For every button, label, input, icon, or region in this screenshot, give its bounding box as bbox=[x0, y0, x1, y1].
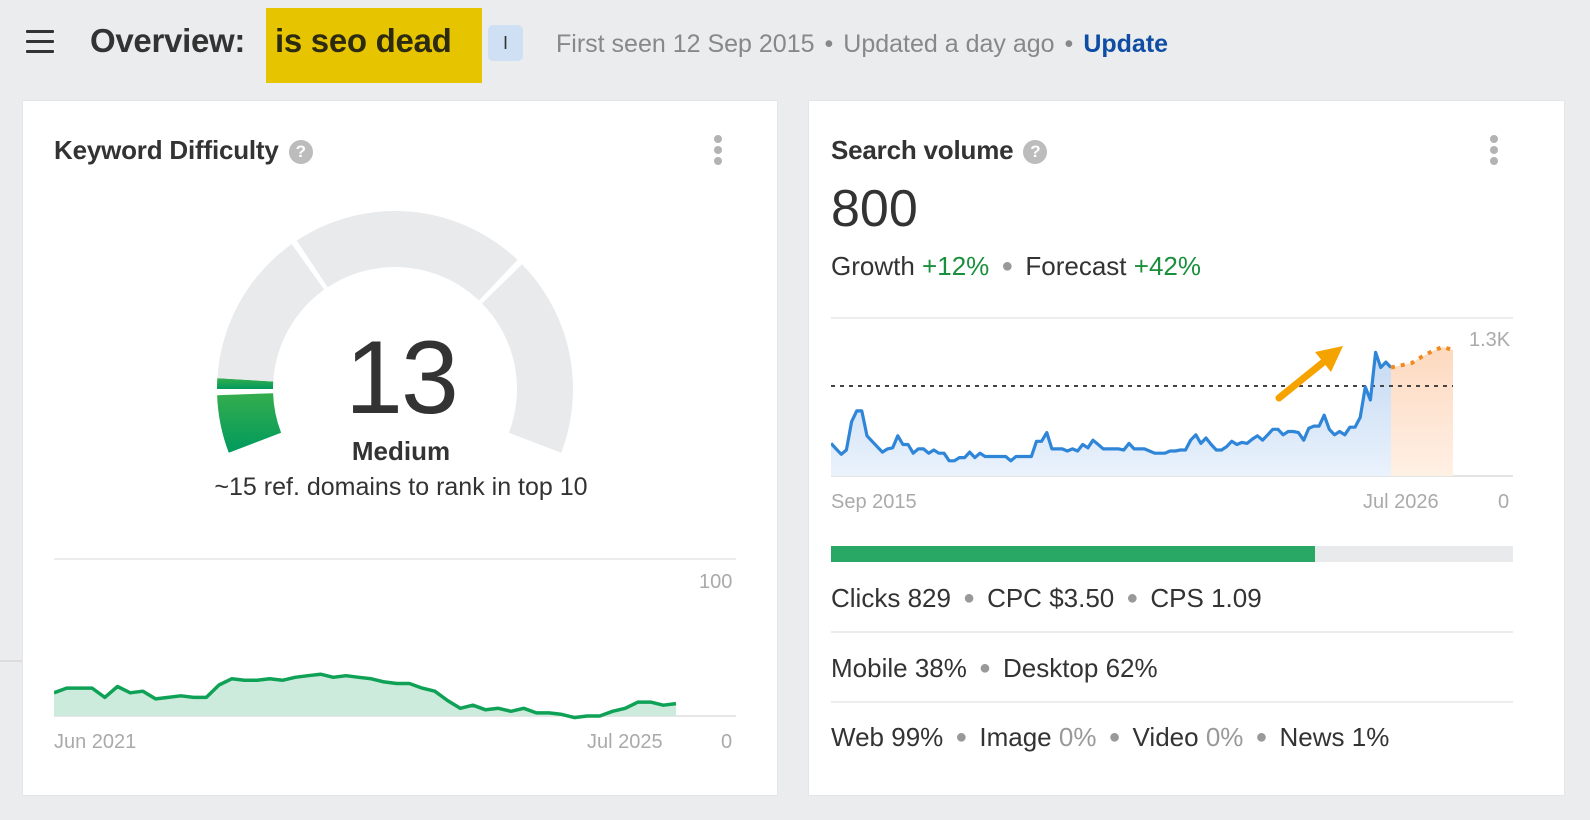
help-icon[interactable]: ? bbox=[288, 140, 313, 164]
y-axis-max: 1.3K bbox=[1469, 329, 1511, 351]
difficulty-gauge bbox=[217, 211, 573, 453]
clicks-value: 829 bbox=[907, 583, 951, 613]
growth-forecast-row: Growth +12% ● Forecast +42% bbox=[831, 251, 1201, 281]
page-title: Overview: bbox=[90, 22, 246, 59]
cpc-value: $3.50 bbox=[1049, 583, 1115, 613]
separator-dot: • bbox=[1064, 30, 1074, 58]
more-options-icon[interactable] bbox=[1487, 135, 1501, 169]
mobile-value: 38% bbox=[914, 653, 967, 683]
trend-arrow-icon bbox=[1275, 346, 1343, 402]
keyword-text: is seo dead bbox=[275, 22, 452, 59]
search-volume-value: 800 bbox=[831, 180, 918, 238]
help-icon[interactable]: ? bbox=[1023, 140, 1048, 164]
clicks-bar-fill bbox=[831, 546, 1316, 562]
keyword-highlight bbox=[266, 8, 482, 83]
update-link[interactable]: Update bbox=[1083, 30, 1169, 58]
desktop-value: 62% bbox=[1105, 653, 1158, 683]
video-value: 0% bbox=[1205, 722, 1244, 752]
difficulty-score: 13 bbox=[345, 320, 459, 436]
y-axis-min: 0 bbox=[721, 731, 733, 753]
x-axis-end: Jul 2025 bbox=[587, 731, 663, 753]
card-title: Keyword Difficulty? bbox=[54, 135, 313, 166]
y-axis-min: 0 bbox=[1498, 491, 1510, 513]
image-value: 0% bbox=[1058, 722, 1097, 752]
serp-type-row: Web 99% ● Image 0% ● Video 0% ● News 1% bbox=[831, 722, 1390, 752]
divider bbox=[831, 631, 1513, 633]
forecast-value: +42% bbox=[1133, 251, 1201, 281]
search-volume-card: Search volume? 800 Growth +12% ● Forecast … bbox=[808, 100, 1565, 796]
divider bbox=[0, 660, 22, 662]
search-volume-chart[interactable] bbox=[831, 316, 1513, 478]
divider bbox=[54, 558, 736, 560]
card-title: Search volume? bbox=[831, 135, 1048, 166]
page-header: Overview: is seo dead I First seen 12 Se… bbox=[0, 0, 1590, 95]
x-axis-start: Jun 2021 bbox=[54, 731, 137, 753]
difficulty-label: Medium bbox=[351, 436, 451, 466]
separator-dot: • bbox=[824, 30, 834, 58]
y-axis-max: 100 bbox=[699, 571, 733, 593]
x-axis-start: Sep 2015 bbox=[831, 491, 917, 513]
updated-text: Updated a day ago bbox=[843, 30, 1055, 58]
news-value: 1% bbox=[1351, 722, 1390, 752]
clicks-cpc-row: Clicks 829 ● CPC $3.50 ● CPS 1.09 bbox=[831, 583, 1262, 613]
ref-domains-text: ~15 ref. domains to rank in top 10 bbox=[214, 473, 588, 501]
keyword-difficulty-card: Keyword Difficulty? 13 Medium ~15 ref. d… bbox=[22, 100, 778, 796]
x-axis-end: Jul 2026 bbox=[1363, 491, 1439, 513]
difficulty-history-chart bbox=[54, 672, 736, 720]
divider bbox=[831, 701, 1513, 703]
first-seen-text: First seen 12 Sep 2015 bbox=[556, 30, 815, 58]
intent-badge[interactable]: I bbox=[488, 25, 523, 61]
growth-value: +12% bbox=[922, 251, 990, 281]
separator-dot: ● bbox=[1001, 255, 1014, 277]
keyword-meta: First seen 12 Sep 2015 • Updated a day ago… bbox=[556, 30, 1168, 59]
cps-value: 1.09 bbox=[1211, 583, 1262, 613]
web-value: 99% bbox=[891, 722, 944, 752]
more-options-icon[interactable] bbox=[711, 135, 725, 169]
device-row: Mobile 38% ● Desktop 62% bbox=[831, 653, 1158, 683]
hamburger-menu-icon[interactable] bbox=[26, 30, 54, 54]
clicks-share-bar bbox=[831, 546, 1513, 562]
